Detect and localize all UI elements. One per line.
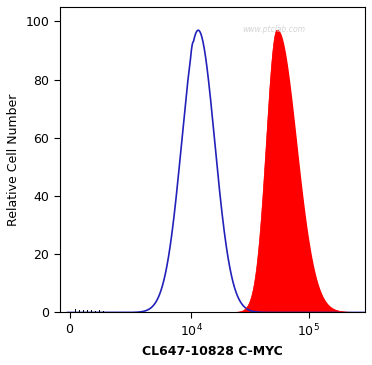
Y-axis label: Relative Cell Number: Relative Cell Number [7, 93, 20, 226]
X-axis label: CL647-10828 C-MYC: CL647-10828 C-MYC [142, 345, 283, 358]
Text: www.ptclab.com: www.ptclab.com [242, 25, 305, 34]
